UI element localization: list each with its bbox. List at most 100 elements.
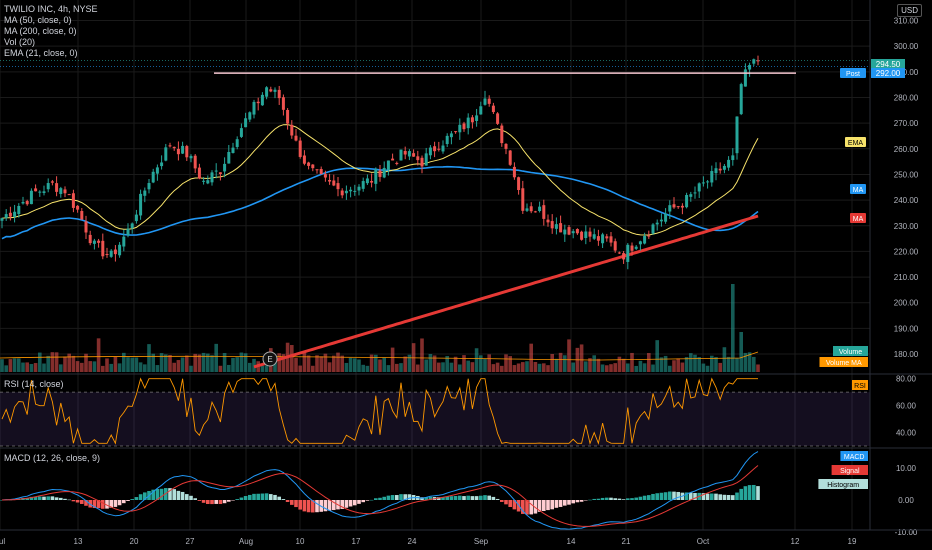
price-tick-label: 290.00 [894, 68, 919, 77]
date-tick-label: 20 [130, 537, 139, 546]
candle-body [718, 168, 722, 171]
candle-body [735, 116, 739, 154]
candle-body [727, 159, 731, 168]
candle-body [307, 162, 311, 166]
candle-body [529, 206, 533, 212]
volume-bar [231, 357, 235, 372]
volume-bar [617, 356, 622, 372]
volume-bar [46, 355, 50, 372]
macd-histogram-bar [277, 496, 281, 500]
macd-histogram-bar [634, 497, 638, 500]
volume-bar [248, 362, 252, 372]
candle-body [659, 219, 663, 222]
volume-bar [592, 355, 596, 372]
indicator-vol[interactable]: Vol (20) [4, 37, 36, 47]
volume-bar [281, 354, 286, 372]
date-tick-label: 10 [296, 537, 305, 546]
volume-bar [273, 360, 277, 372]
volume-bar [294, 357, 298, 372]
macd-histogram-bar [252, 493, 256, 500]
volume-bar [71, 355, 76, 372]
volume-tag-bg [819, 357, 868, 367]
rsi-tick-label: 80.00 [896, 375, 917, 384]
macd-tick-label: -10.00 [895, 528, 918, 537]
candle-body [592, 234, 596, 239]
price-tag-name: EMA [848, 140, 864, 147]
earnings-marker: E [262, 351, 278, 367]
macd-histogram-bar [567, 500, 571, 505]
price-tag-value-bg [871, 68, 905, 78]
date-tick-label: 12 [791, 537, 800, 546]
candle-body [697, 183, 701, 192]
macd-histogram-bar [365, 500, 370, 501]
volume-bar [701, 363, 706, 372]
volume-bar [579, 344, 584, 372]
candle-body [588, 231, 592, 237]
candle-body [336, 183, 340, 190]
candle-body [504, 143, 508, 149]
candle-body [151, 171, 155, 183]
indicator-ma200[interactable]: MA (200, close, 0) [4, 26, 77, 36]
candle-body [223, 163, 227, 172]
volume-bar [201, 352, 206, 372]
volume-bar [605, 365, 609, 372]
rsi-pane: 40.00 60.00 80.00 RSI [0, 375, 917, 447]
macd-histogram-bar [731, 495, 735, 500]
volume-bar [437, 362, 441, 372]
candle-body [454, 131, 458, 133]
volume-bar [67, 353, 71, 372]
candle-body [349, 189, 353, 192]
volume-bar [613, 363, 617, 372]
macd-histogram-bar [172, 489, 176, 500]
volume-bar [260, 365, 265, 372]
volume-bar [626, 363, 630, 372]
indicator-ma50[interactable]: MA (50, close, 0) [4, 15, 72, 25]
volume-bar [80, 362, 84, 372]
currency-button[interactable]: USD [897, 4, 922, 17]
candle-body [714, 168, 718, 174]
volume-bar [374, 354, 378, 372]
macd-histogram-bar [101, 500, 105, 509]
date-tick-label: 27 [186, 537, 195, 546]
volume-bar [718, 362, 722, 372]
candle-body [344, 190, 348, 194]
macd-histogram-bar [470, 496, 475, 500]
candle-body [181, 145, 185, 154]
volume-bar [306, 355, 311, 372]
price-tag-value-bg [871, 59, 905, 69]
macd-histogram-bar [218, 500, 223, 505]
macd-histogram-bar [500, 500, 504, 502]
macd-histogram-bar [428, 496, 433, 500]
volume-bar [689, 353, 693, 372]
volume-bar [382, 357, 386, 372]
volume-bar [504, 354, 508, 372]
date-tick-label: 19 [848, 537, 857, 546]
date-tick-label: Jul [0, 537, 5, 546]
volume-bar [109, 363, 113, 372]
candle-body [143, 190, 147, 196]
indicator-ema[interactable]: EMA (21, close, 0) [4, 48, 78, 58]
volume-bar [332, 355, 336, 372]
macd-tag: MACD [844, 454, 865, 461]
macd-histogram-bar [752, 484, 756, 500]
candle-body [319, 169, 323, 175]
macd-histogram-bar [718, 494, 722, 500]
macd-histogram-bar [109, 500, 113, 508]
volume-bar [369, 354, 374, 372]
macd-histogram-bar [453, 496, 458, 500]
candle-body [445, 135, 449, 145]
candle-body [378, 170, 382, 177]
rsi-tick-label: 40.00 [896, 429, 917, 438]
volume-bar [390, 347, 395, 372]
macd-histogram-bar [323, 500, 328, 512]
chart-title: TWILIO INC, 4h, NYSE [4, 4, 98, 14]
macd-histogram-bar [529, 500, 533, 515]
macd-histogram-bar [311, 500, 315, 513]
volume-bar [180, 357, 185, 372]
macd-histogram-bar [214, 500, 218, 504]
price-tag-name-bg [850, 213, 866, 223]
price-tick-label: 200.00 [894, 299, 919, 308]
macd-histogram-bar [155, 489, 160, 500]
candle-body [609, 236, 613, 243]
